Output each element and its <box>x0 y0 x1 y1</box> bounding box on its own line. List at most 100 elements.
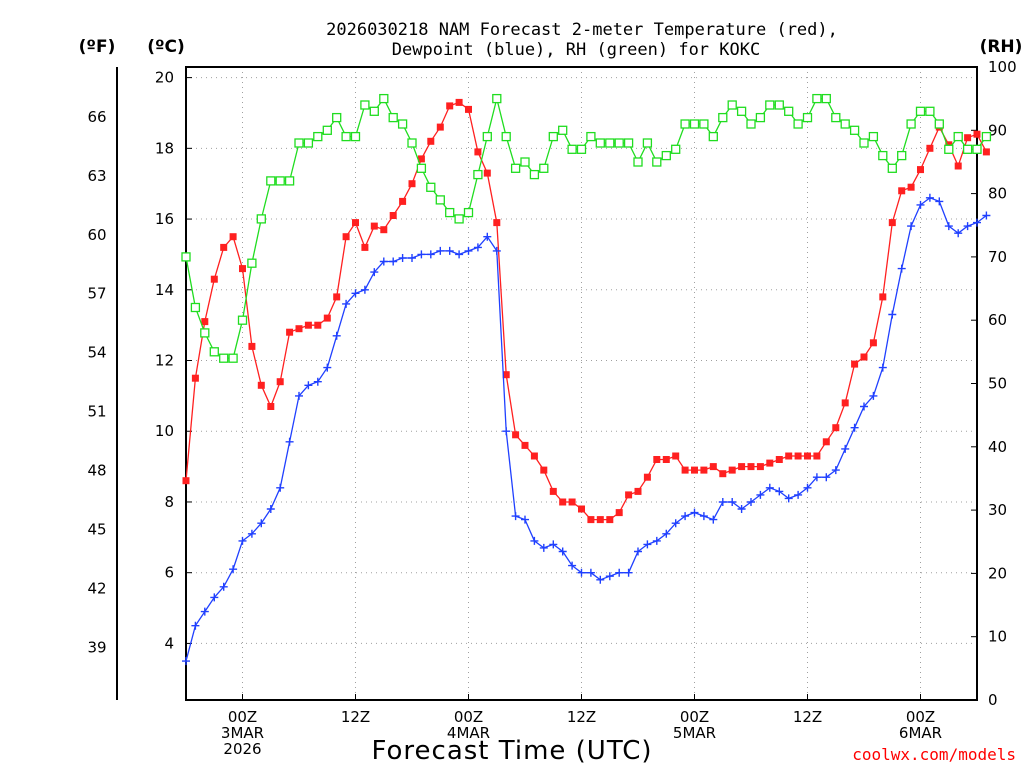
fahrenheit-tick-label: 39 <box>87 638 106 656</box>
temperature-point <box>361 243 369 251</box>
rh-point <box>586 131 596 142</box>
temperature-point <box>568 498 576 506</box>
temperature-point <box>747 463 755 471</box>
dewpoint-point <box>379 257 388 266</box>
temperature-point <box>201 318 209 326</box>
temperature-point <box>540 466 548 474</box>
temperature-point <box>210 275 218 283</box>
dewpoint-point <box>737 505 746 513</box>
rh-tick-label: 80 <box>988 185 1007 203</box>
rh-point <box>313 131 323 142</box>
dewpoint-point <box>662 529 671 538</box>
rh-series-line <box>185 97 987 359</box>
dewpoint-point <box>521 515 529 524</box>
temperature-point <box>691 466 698 474</box>
dewpoint-point <box>624 568 633 577</box>
rh-point <box>953 131 963 142</box>
rh-tick-label: 100 <box>988 58 1017 76</box>
dewpoint-point <box>869 391 878 400</box>
temperature-point <box>389 212 397 219</box>
rh-point <box>416 163 427 173</box>
temperature-point <box>286 328 294 336</box>
dewpoint-point <box>285 437 294 446</box>
temperature-point <box>785 452 793 460</box>
credit-label: coolwx.com/models <box>852 745 1016 764</box>
temperature-point <box>964 134 972 142</box>
rh-point <box>190 302 201 313</box>
temperature-point <box>502 371 510 379</box>
dewpoint-point <box>586 568 595 577</box>
rh-tick-label: 90 <box>988 121 1007 139</box>
dewpoint-point <box>483 232 492 241</box>
celsius-tick-label: 12 <box>155 352 174 370</box>
rh-point <box>294 138 304 148</box>
rh-point <box>934 119 944 129</box>
temperature-point <box>220 243 228 251</box>
dewpoint-point <box>182 657 190 666</box>
dewpoint-point <box>803 483 812 492</box>
time-tick-label: 00Z <box>228 708 257 726</box>
fahrenheit-tick-label: 51 <box>87 403 106 421</box>
rh-point <box>266 176 276 186</box>
dewpoint-point <box>539 543 548 552</box>
temperature-point <box>662 456 670 463</box>
dewpoint-point <box>323 363 332 372</box>
dewpoint-point <box>850 423 859 432</box>
dewpoint-point <box>841 444 850 453</box>
dewpoint-point <box>888 310 897 319</box>
dewpoint-point <box>568 561 577 570</box>
dewpoint-point <box>549 540 558 549</box>
time-tick-label: 5MAR <box>673 724 716 742</box>
rh-point <box>840 119 850 129</box>
rh-point <box>219 353 229 363</box>
dewpoint-point <box>577 568 586 577</box>
temperature-point <box>512 431 520 439</box>
time-tick-label: 2026 <box>223 740 261 758</box>
temperature-point <box>483 169 491 177</box>
dewpoint-point <box>634 547 642 556</box>
dewpoint-point <box>643 540 652 549</box>
plot-frame <box>185 66 978 701</box>
rh-tick-label: 70 <box>988 248 1007 266</box>
chart-title-line-1: 2026030218 NAM Forecast 2-meter Temperat… <box>326 20 838 40</box>
temperature-point <box>719 470 727 478</box>
fahrenheit-tick-label: 45 <box>87 520 106 538</box>
rh-point <box>482 131 492 142</box>
temperature-point <box>822 438 830 446</box>
dewpoint-point <box>426 250 435 259</box>
fahrenheit-tick-label: 60 <box>87 226 106 244</box>
temperature-point <box>182 477 190 485</box>
dewpoint-point <box>878 363 887 372</box>
dewpoint-point <box>671 519 680 528</box>
rh-point <box>454 214 464 224</box>
temperature-point <box>257 381 265 389</box>
dewpoint-point <box>492 246 501 255</box>
time-tick-label: 4MAR <box>447 724 490 742</box>
rh-point <box>727 100 737 110</box>
dewpoint-point <box>812 473 821 482</box>
rh-point <box>275 176 285 186</box>
temperature-point <box>841 399 849 407</box>
celsius-tick-label: 6 <box>164 564 174 582</box>
dewpoint-point <box>944 222 953 231</box>
dewpoint-point <box>822 473 831 482</box>
dewpoint-point <box>982 211 991 220</box>
dewpoint-point <box>831 466 840 475</box>
rh-point <box>445 207 455 218</box>
dewpoint-point <box>775 487 784 496</box>
temperature-point <box>408 180 416 188</box>
rh-point <box>708 131 718 142</box>
dewpoint-point <box>295 391 303 400</box>
rh-point <box>765 100 775 110</box>
time-tick-label: 12Z <box>793 708 822 726</box>
rh-point <box>388 112 398 123</box>
temperature-point <box>898 187 906 195</box>
time-tick-label: 6MAR <box>899 724 942 742</box>
fahrenheit-tick-label: 66 <box>87 108 106 126</box>
rh-point <box>736 106 747 116</box>
rh-point <box>510 163 521 173</box>
rh-point <box>529 169 540 180</box>
dewpoint-point <box>360 285 369 294</box>
time-tick-label: 00Z <box>906 708 935 726</box>
rh-tick-label: 40 <box>988 438 1007 456</box>
